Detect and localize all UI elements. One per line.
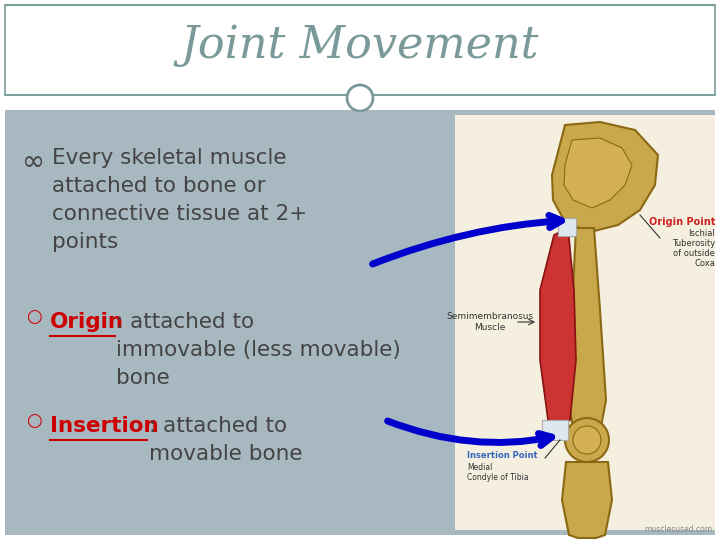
- Polygon shape: [564, 138, 632, 208]
- Text: : attached to
movable bone: : attached to movable bone: [149, 416, 302, 464]
- Text: Medial: Medial: [467, 462, 492, 471]
- Text: Joint Movement: Joint Movement: [181, 23, 539, 66]
- Text: Tuberosity: Tuberosity: [672, 239, 715, 247]
- Text: ∞: ∞: [22, 148, 45, 176]
- Circle shape: [347, 85, 373, 111]
- Text: ○: ○: [26, 412, 42, 430]
- Text: musclesused.com: musclesused.com: [644, 525, 712, 534]
- Text: Insertion Point: Insertion Point: [467, 451, 538, 461]
- Circle shape: [565, 418, 609, 462]
- Polygon shape: [542, 420, 568, 440]
- Polygon shape: [562, 462, 612, 538]
- FancyBboxPatch shape: [5, 5, 715, 95]
- Text: ○: ○: [26, 308, 42, 326]
- Text: Origin Point: Origin Point: [649, 217, 715, 227]
- FancyBboxPatch shape: [5, 110, 715, 535]
- Text: of outside: of outside: [673, 248, 715, 258]
- Text: : attached to
immovable (less movable)
bone: : attached to immovable (less movable) b…: [116, 312, 401, 388]
- Text: Condyle of Tibia: Condyle of Tibia: [467, 472, 528, 482]
- Text: Every skeletal muscle
attached to bone or
connective tissue at 2+
points: Every skeletal muscle attached to bone o…: [52, 148, 307, 252]
- Text: Semimembranosus
Muscle: Semimembranosus Muscle: [446, 312, 534, 333]
- Text: Origin: Origin: [50, 312, 124, 332]
- Text: Coxa: Coxa: [694, 259, 715, 267]
- Text: Insertion: Insertion: [50, 416, 158, 436]
- Polygon shape: [552, 122, 658, 232]
- FancyBboxPatch shape: [455, 115, 715, 530]
- Polygon shape: [558, 218, 576, 236]
- Polygon shape: [568, 228, 606, 437]
- Text: Ischial: Ischial: [688, 228, 715, 238]
- Circle shape: [573, 426, 601, 454]
- Polygon shape: [540, 228, 576, 428]
